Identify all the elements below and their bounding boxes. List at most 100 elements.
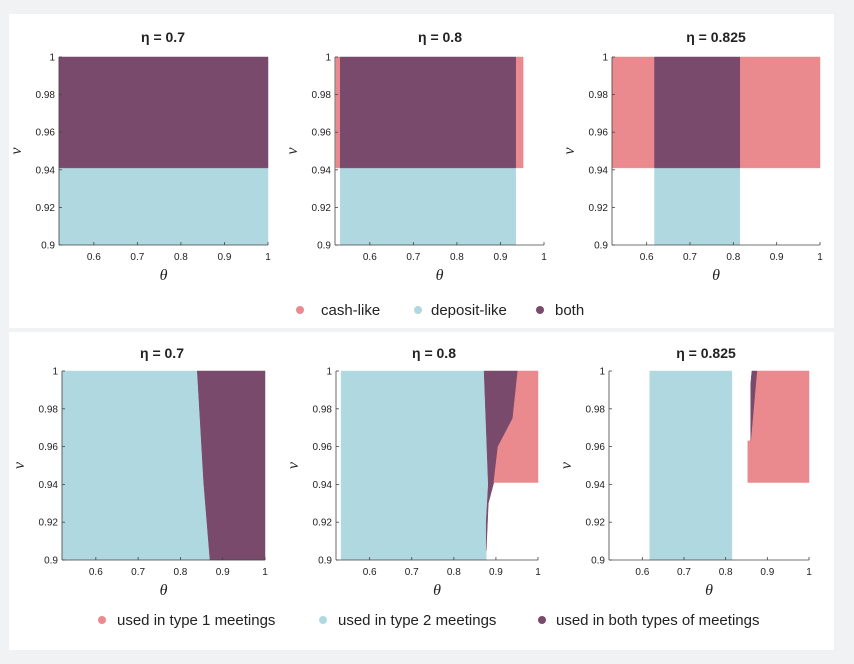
region-cash-1 xyxy=(611,56,655,169)
legend-label-cash: cash-like xyxy=(321,302,380,319)
x-axis-label: θ xyxy=(160,582,168,599)
x-tick-label: 0.7 xyxy=(130,252,144,263)
chart-title: η = 0.8 xyxy=(412,345,456,361)
y-tick-label: 0.98 xyxy=(586,404,606,415)
x-tick-label: 0.9 xyxy=(216,567,230,578)
legend-marker-type2 xyxy=(319,616,327,624)
y-tick-label: 0.94 xyxy=(313,480,333,491)
y-axis-label: ν xyxy=(285,461,302,469)
y-tick-label: 0.98 xyxy=(39,404,59,415)
legend-bottom: used in type 1 meetings used in type 2 m… xyxy=(98,612,759,629)
region-both-4 xyxy=(654,56,741,169)
y-axis-label: ν xyxy=(11,461,28,469)
y-axis-label: ν xyxy=(561,147,578,155)
y-tick-label: 0.9 xyxy=(317,241,331,252)
y-tick-label: 0.94 xyxy=(39,480,59,491)
x-tick-label: 1 xyxy=(817,252,823,263)
y-tick-label: 0.9 xyxy=(44,556,58,567)
chart-title: η = 0.7 xyxy=(141,29,185,45)
y-tick-label: 0.9 xyxy=(594,241,608,252)
y-tick-label: 0.98 xyxy=(313,404,333,415)
region-type2-1 xyxy=(340,370,489,561)
legend-label-both: both xyxy=(555,302,584,319)
x-tick-label: 0.6 xyxy=(89,567,103,578)
x-tick-label: 0.8 xyxy=(719,567,733,578)
x-tick-label: 0.9 xyxy=(494,252,508,263)
chart-panel-3: 0.9 0.92 0.94 0.96 0.98 1 0.6 0.7 0.8 0.9 1 η = 0.8… xyxy=(561,29,823,284)
legend-label-deposit: deposit-like xyxy=(431,302,507,319)
x-axis-label: θ xyxy=(705,582,713,599)
region-both-4 xyxy=(339,56,516,169)
chart-panel-4: 0.9 0.92 0.94 0.96 0.98 1 0.6 0.7 0.8 0.9 1 η = 0.7… xyxy=(11,345,268,599)
x-tick-label: 0.8 xyxy=(450,252,464,263)
y-tick-label: 0.94 xyxy=(586,480,606,491)
y-tick-label: 0.94 xyxy=(36,165,56,176)
x-tick-label: 1 xyxy=(541,252,547,263)
region-type2-1 xyxy=(61,370,211,561)
y-tick-label: 0.9 xyxy=(318,556,332,567)
x-tick-label: 0.8 xyxy=(174,252,188,263)
y-tick-label: 0.96 xyxy=(36,128,56,139)
y-tick-label: 0.9 xyxy=(591,556,605,567)
legend-marker-cash xyxy=(296,306,304,314)
y-tick-label: 1 xyxy=(326,367,332,378)
x-tick-label: 0.8 xyxy=(726,252,740,263)
x-tick-label: 1 xyxy=(262,567,268,578)
region-cash-2 xyxy=(739,56,821,169)
x-tick-label: 0.7 xyxy=(683,252,697,263)
x-tick-label: 1 xyxy=(265,252,271,263)
y-axis-label: ν xyxy=(284,147,301,155)
region-deposit-3 xyxy=(339,167,516,246)
y-axis-label: ν xyxy=(558,461,575,469)
x-tick-label: 0.6 xyxy=(635,567,649,578)
region-type1-3 xyxy=(493,370,539,483)
x-tick-label: 0.6 xyxy=(87,252,101,263)
y-tick-label: 1 xyxy=(602,53,608,64)
region-both-2 xyxy=(58,56,269,169)
x-axis-label: θ xyxy=(712,267,720,284)
y-tick-label: 1 xyxy=(325,53,331,64)
legend-label-type2: used in type 2 meetings xyxy=(338,612,496,629)
y-tick-label: 0.92 xyxy=(36,203,56,214)
x-tick-label: 0.7 xyxy=(406,252,420,263)
y-tick-label: 0.98 xyxy=(36,90,56,101)
y-tick-label: 0.96 xyxy=(39,442,59,453)
y-tick-label: 0.92 xyxy=(313,518,333,529)
chart-group: 0.9 0.92 0.94 0.96 0.98 1 0.6 0.7 0.8 0.9 1 η = 0.7… xyxy=(8,29,823,599)
x-tick-label: 0.7 xyxy=(405,567,419,578)
chart-title: η = 0.825 xyxy=(676,345,736,361)
y-tick-label: 1 xyxy=(599,367,605,378)
x-tick-label: 0.6 xyxy=(363,252,377,263)
region-type2-1 xyxy=(649,370,733,561)
x-tick-label: 0.8 xyxy=(447,567,461,578)
y-tick-label: 0.98 xyxy=(312,90,332,101)
chart-panel-5: 0.9 0.92 0.94 0.96 0.98 1 0.6 0.7 0.8 0.9 1 η = 0.8… xyxy=(285,345,541,599)
x-tick-label: 0.9 xyxy=(770,252,784,263)
x-tick-label: 0.9 xyxy=(760,567,774,578)
y-tick-label: 0.92 xyxy=(589,203,609,214)
y-tick-label: 0.94 xyxy=(589,165,609,176)
legend-label-bothtypes: used in both types of meetings xyxy=(556,612,759,629)
region-bothTypes-2 xyxy=(197,370,266,561)
x-axis-label: θ xyxy=(436,267,444,284)
legend-marker-bothtypes xyxy=(538,616,546,624)
chart-title: η = 0.8 xyxy=(418,29,462,45)
chart-title: η = 0.825 xyxy=(686,29,746,45)
y-tick-label: 1 xyxy=(52,367,58,378)
region-deposit-1 xyxy=(58,167,269,246)
x-tick-label: 1 xyxy=(535,567,541,578)
y-tick-label: 0.92 xyxy=(312,203,332,214)
chart-title: η = 0.7 xyxy=(140,345,184,361)
chart-panel-2: 0.9 0.92 0.94 0.96 0.98 1 0.6 0.7 0.8 0.9 1 η = 0.8… xyxy=(284,29,547,284)
x-tick-label: 0.8 xyxy=(173,567,187,578)
x-tick-label: 0.7 xyxy=(131,567,145,578)
legend-label-type1: used in type 1 meetings xyxy=(117,612,275,629)
legend-marker-type1 xyxy=(98,616,106,624)
x-axis-label: θ xyxy=(160,267,168,284)
y-tick-label: 0.96 xyxy=(313,442,333,453)
legend-top: cash-like deposit-like both xyxy=(296,302,584,319)
x-tick-label: 0.6 xyxy=(363,567,377,578)
region-cash-1 xyxy=(335,56,341,169)
y-tick-label: 0.96 xyxy=(586,442,606,453)
